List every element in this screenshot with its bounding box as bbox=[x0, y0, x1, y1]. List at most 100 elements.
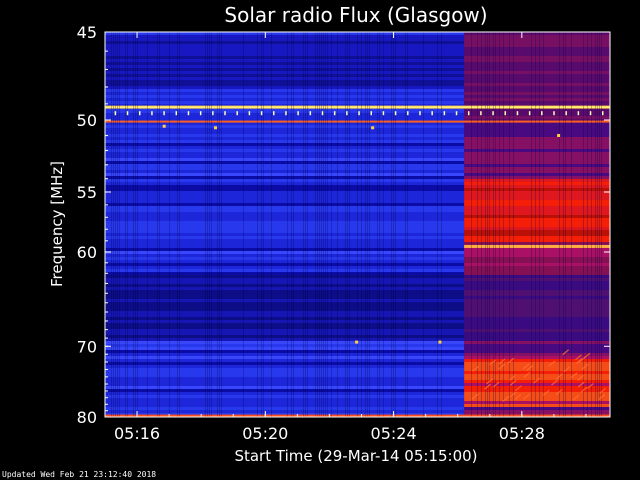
pulse-tick bbox=[382, 111, 385, 116]
time-stripe bbox=[349, 32, 350, 417]
burst-row bbox=[464, 164, 610, 167]
burst-streak bbox=[509, 379, 517, 386]
burst-row bbox=[464, 74, 610, 77]
quiet-row bbox=[105, 95, 465, 98]
quiet-row bbox=[105, 170, 465, 173]
burst-streak bbox=[533, 377, 541, 384]
time-stripes bbox=[111, 32, 607, 417]
quiet-row bbox=[105, 191, 465, 194]
burst-row bbox=[464, 305, 610, 308]
quiet-row bbox=[105, 257, 465, 260]
burst-row bbox=[464, 332, 610, 335]
burst-row bbox=[464, 131, 610, 134]
burst-row bbox=[464, 251, 610, 254]
quiet-row bbox=[105, 50, 465, 53]
burst-row bbox=[464, 374, 610, 377]
quiet-row bbox=[105, 44, 465, 47]
x-tick-label: 05:16 bbox=[114, 424, 160, 443]
burst-row bbox=[464, 140, 610, 143]
burst-row bbox=[464, 392, 610, 395]
y-axis: 45 50 55 60 70 80 bbox=[77, 23, 610, 427]
burst-row bbox=[464, 308, 610, 311]
y-tick-label: 55 bbox=[77, 183, 97, 202]
pulse-tick bbox=[431, 111, 433, 116]
burst-row bbox=[464, 284, 610, 287]
burst-row bbox=[464, 278, 610, 281]
quiet-row bbox=[105, 347, 465, 350]
burst-row bbox=[464, 155, 610, 158]
quiet-row bbox=[105, 350, 465, 353]
burst-row bbox=[464, 401, 610, 404]
burst-row bbox=[464, 263, 610, 266]
band-line-50 bbox=[105, 120, 610, 123]
burst-row bbox=[464, 353, 610, 356]
quiet-row bbox=[105, 308, 465, 311]
pulse-tick bbox=[419, 111, 421, 116]
quiet-row bbox=[105, 272, 465, 275]
burst-row bbox=[464, 44, 610, 47]
burst-row bbox=[464, 200, 610, 203]
time-stripe bbox=[489, 32, 490, 417]
time-stripe bbox=[509, 32, 510, 417]
quiet-row bbox=[105, 380, 465, 383]
burst-row bbox=[464, 227, 610, 230]
burst-row bbox=[464, 35, 610, 38]
pulse-tick bbox=[407, 111, 409, 116]
burst-row bbox=[464, 182, 610, 185]
quiet-row bbox=[105, 332, 465, 335]
quiet-row bbox=[105, 374, 465, 377]
pulse-tick bbox=[528, 111, 531, 116]
burst-row bbox=[464, 188, 610, 191]
time-stripe bbox=[327, 32, 328, 417]
pulse-tick bbox=[504, 111, 507, 116]
quiet-row bbox=[105, 56, 465, 59]
burst-row bbox=[464, 161, 610, 164]
pulse-tick bbox=[297, 111, 299, 116]
quiet-row bbox=[105, 389, 465, 392]
burst-row bbox=[464, 53, 610, 56]
burst-row bbox=[464, 365, 610, 368]
quiet-row bbox=[105, 104, 465, 107]
quiet-row bbox=[105, 263, 465, 266]
quiet-row bbox=[105, 152, 465, 155]
burst-row bbox=[464, 116, 610, 119]
burst-row bbox=[464, 152, 610, 155]
time-stripe bbox=[499, 32, 500, 417]
time-stripe bbox=[323, 32, 324, 417]
time-stripe bbox=[513, 32, 514, 417]
burst-row bbox=[464, 185, 610, 188]
quiet-row bbox=[105, 254, 465, 257]
burst-streak bbox=[574, 354, 582, 361]
burst-row bbox=[464, 218, 610, 221]
quiet-row bbox=[105, 137, 465, 140]
quiet-row bbox=[105, 239, 465, 242]
quiet-row bbox=[105, 326, 465, 329]
quiet-row bbox=[105, 281, 465, 284]
pulse-tick bbox=[394, 111, 397, 116]
quiet-row bbox=[105, 377, 465, 380]
time-stripe bbox=[595, 32, 596, 417]
time-stripe bbox=[395, 32, 396, 417]
burst-streak bbox=[577, 374, 584, 381]
time-stripe bbox=[393, 32, 394, 417]
burst-row bbox=[464, 314, 610, 317]
burst-row bbox=[464, 221, 610, 224]
burst-row bbox=[464, 359, 610, 362]
burst-row bbox=[464, 341, 610, 344]
time-stripe bbox=[347, 32, 348, 417]
quiet-row bbox=[105, 74, 465, 77]
time-stripe bbox=[219, 32, 220, 417]
quiet-row bbox=[105, 161, 465, 164]
burst-row bbox=[464, 368, 610, 371]
burst-row bbox=[464, 311, 610, 314]
quiet-row bbox=[105, 92, 465, 95]
quiet-row bbox=[105, 149, 465, 152]
pulse-tick bbox=[480, 111, 482, 116]
burst-row bbox=[464, 50, 610, 53]
burst-row bbox=[464, 296, 610, 299]
pulse-tick bbox=[541, 111, 543, 116]
burst-row bbox=[464, 302, 610, 305]
burst-streak bbox=[471, 393, 479, 400]
quiet-row bbox=[105, 194, 465, 197]
burst-streak bbox=[484, 383, 491, 390]
